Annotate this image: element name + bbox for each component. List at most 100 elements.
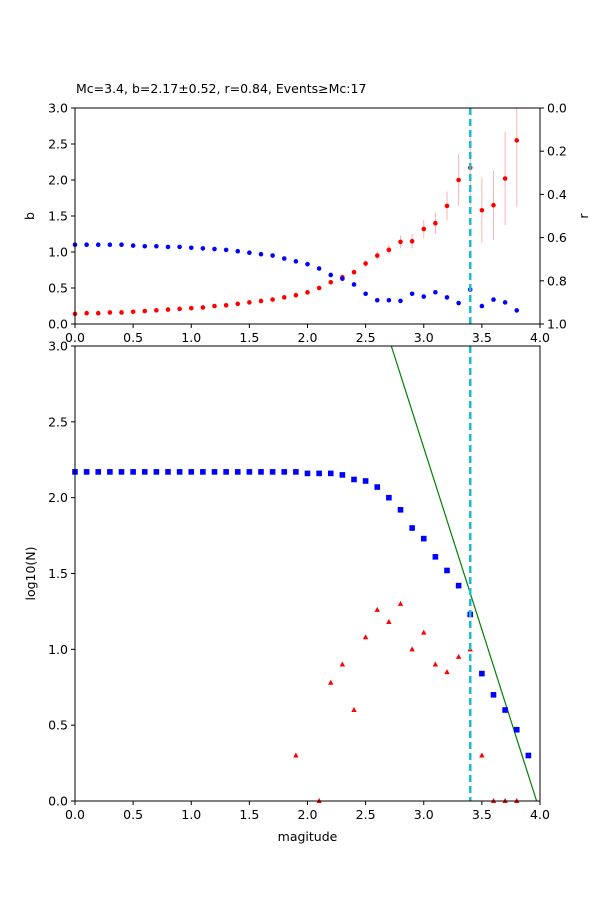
non-cumulative-count-point [421, 629, 427, 635]
r-value-point [479, 303, 485, 309]
top-x-tick-label: 2.0 [298, 330, 318, 345]
b-value-point [386, 247, 392, 253]
top-x-tick-label: 0.0 [65, 330, 85, 345]
r-value-point [363, 291, 368, 297]
cumulative-count-point [444, 567, 450, 574]
top-y-right-tick-label: 0.4 [547, 187, 567, 202]
cumulative-count-point [327, 470, 334, 477]
non-cumulative-count-point [328, 679, 334, 685]
b-value-point [119, 310, 124, 315]
cumulative-count-point [397, 507, 404, 513]
bottom-x-tick-label: 3.5 [472, 807, 492, 822]
bottom-y-tick-label: 2.0 [48, 490, 68, 505]
r-value-point [142, 243, 148, 249]
cumulative-count-point [432, 554, 439, 560]
cumulative-count-point [223, 469, 229, 475]
b-value-point [456, 177, 461, 183]
bottom-y-tick-label: 2.5 [48, 414, 68, 429]
r-value-point [514, 308, 520, 313]
bottom-x-tick-label: 2.5 [356, 807, 376, 822]
b-value-point [491, 202, 496, 208]
non-cumulative-count-point [339, 661, 346, 667]
r-value-point [270, 253, 275, 258]
cumulative-count-point [351, 476, 357, 483]
r-value-point [293, 259, 299, 264]
r-value-point [281, 256, 287, 261]
b-value-point [409, 238, 415, 244]
b-value-point [270, 297, 275, 302]
b-value-point [84, 310, 89, 316]
bottom-y-tick-label: 1.5 [48, 566, 68, 581]
top-y-axis-right-label: r [576, 213, 591, 219]
non-cumulative-count-point [362, 634, 369, 640]
r-value-point [154, 243, 159, 249]
b-value-point [363, 261, 368, 266]
r-value-point [351, 282, 357, 287]
cumulative-count-point [455, 582, 462, 589]
b-value-point [281, 295, 287, 300]
non-cumulative-count-point [386, 619, 392, 625]
b-value-point [433, 220, 438, 226]
bottom-y-tick-label: 0.0 [48, 794, 68, 809]
cumulative-count-point [188, 469, 195, 475]
r-value-point [386, 297, 392, 303]
cumulative-count-point [118, 469, 125, 475]
b-value-point [188, 305, 194, 311]
bottom-y-axis-label: log10(N) [23, 546, 38, 600]
r-value-point [165, 244, 171, 250]
b-value-panel: Mc=3.4, b=2.17±0.52, r=0.84, Events≥Mc:1… [22, 81, 591, 345]
cumulative-count-point [107, 469, 113, 475]
top-chart-title: Mc=3.4, b=2.17±0.52, r=0.84, Events≥Mc:1… [76, 81, 366, 96]
b-value-point [398, 239, 403, 245]
cumulative-count-point [409, 525, 415, 531]
magnitude-frequency-panel: 0.0 0.5 1.0 1.5 2.0 2.5 3.0 3.5 4.0 0.0 0.5 1.0 1.5… [23, 339, 550, 845]
top-y-right-tick-label: 1.0 [547, 317, 567, 332]
cumulative-count-point [316, 470, 322, 477]
r-value-point [235, 248, 241, 254]
cumulative-count-point [490, 692, 497, 698]
top-plot-area [75, 108, 540, 324]
r-value-point [502, 300, 508, 305]
non-cumulative-count-point [397, 600, 404, 606]
cumulative-count-point [525, 752, 532, 759]
b-value-point [223, 302, 229, 308]
b-value-point [258, 298, 264, 304]
non-cumulative-count-point [409, 646, 415, 652]
r-value-point [223, 247, 229, 253]
non-cumulative-count-point [455, 653, 462, 659]
bottom-x-tick-label: 4.0 [530, 807, 550, 822]
cumulative-count-point [258, 469, 264, 475]
top-x-tick-label: 0.5 [123, 330, 143, 345]
r-value-point [200, 246, 206, 251]
cumulative-count-point [362, 478, 369, 484]
r-value-point [456, 300, 461, 306]
r-value-point [421, 294, 427, 299]
r-value-point [340, 276, 345, 281]
r-value-point [433, 289, 438, 295]
bottom-x-tick-label: 0.0 [65, 807, 85, 822]
b-value-point [177, 306, 182, 312]
bottom-x-tick-label: 3.0 [414, 807, 434, 822]
b-value-point [514, 138, 520, 143]
b-value-point [107, 310, 113, 315]
r-value-point [491, 297, 496, 302]
bottom-plot-frame [74, 345, 541, 802]
non-cumulative-count-point [374, 606, 380, 612]
b-value-point [247, 300, 252, 305]
cumulative-count-point [374, 484, 381, 490]
non-cumulative-count-point [432, 661, 439, 667]
b-value-point [235, 301, 241, 307]
top-y-right-tick-label: 0.0 [547, 101, 567, 116]
b-value-point [479, 207, 485, 213]
r-value-point [398, 298, 403, 304]
bottom-plot-area [75, 346, 540, 801]
b-value-point [444, 203, 450, 209]
r-value-point [177, 244, 182, 250]
cumulative-count-point [281, 469, 288, 475]
non-cumulative-count-point [293, 752, 299, 758]
top-x-tick-label: 4.0 [530, 330, 550, 345]
top-y-right-tick-label: 0.2 [547, 144, 567, 159]
b-value-point [142, 308, 148, 314]
r-value-point [107, 242, 113, 248]
